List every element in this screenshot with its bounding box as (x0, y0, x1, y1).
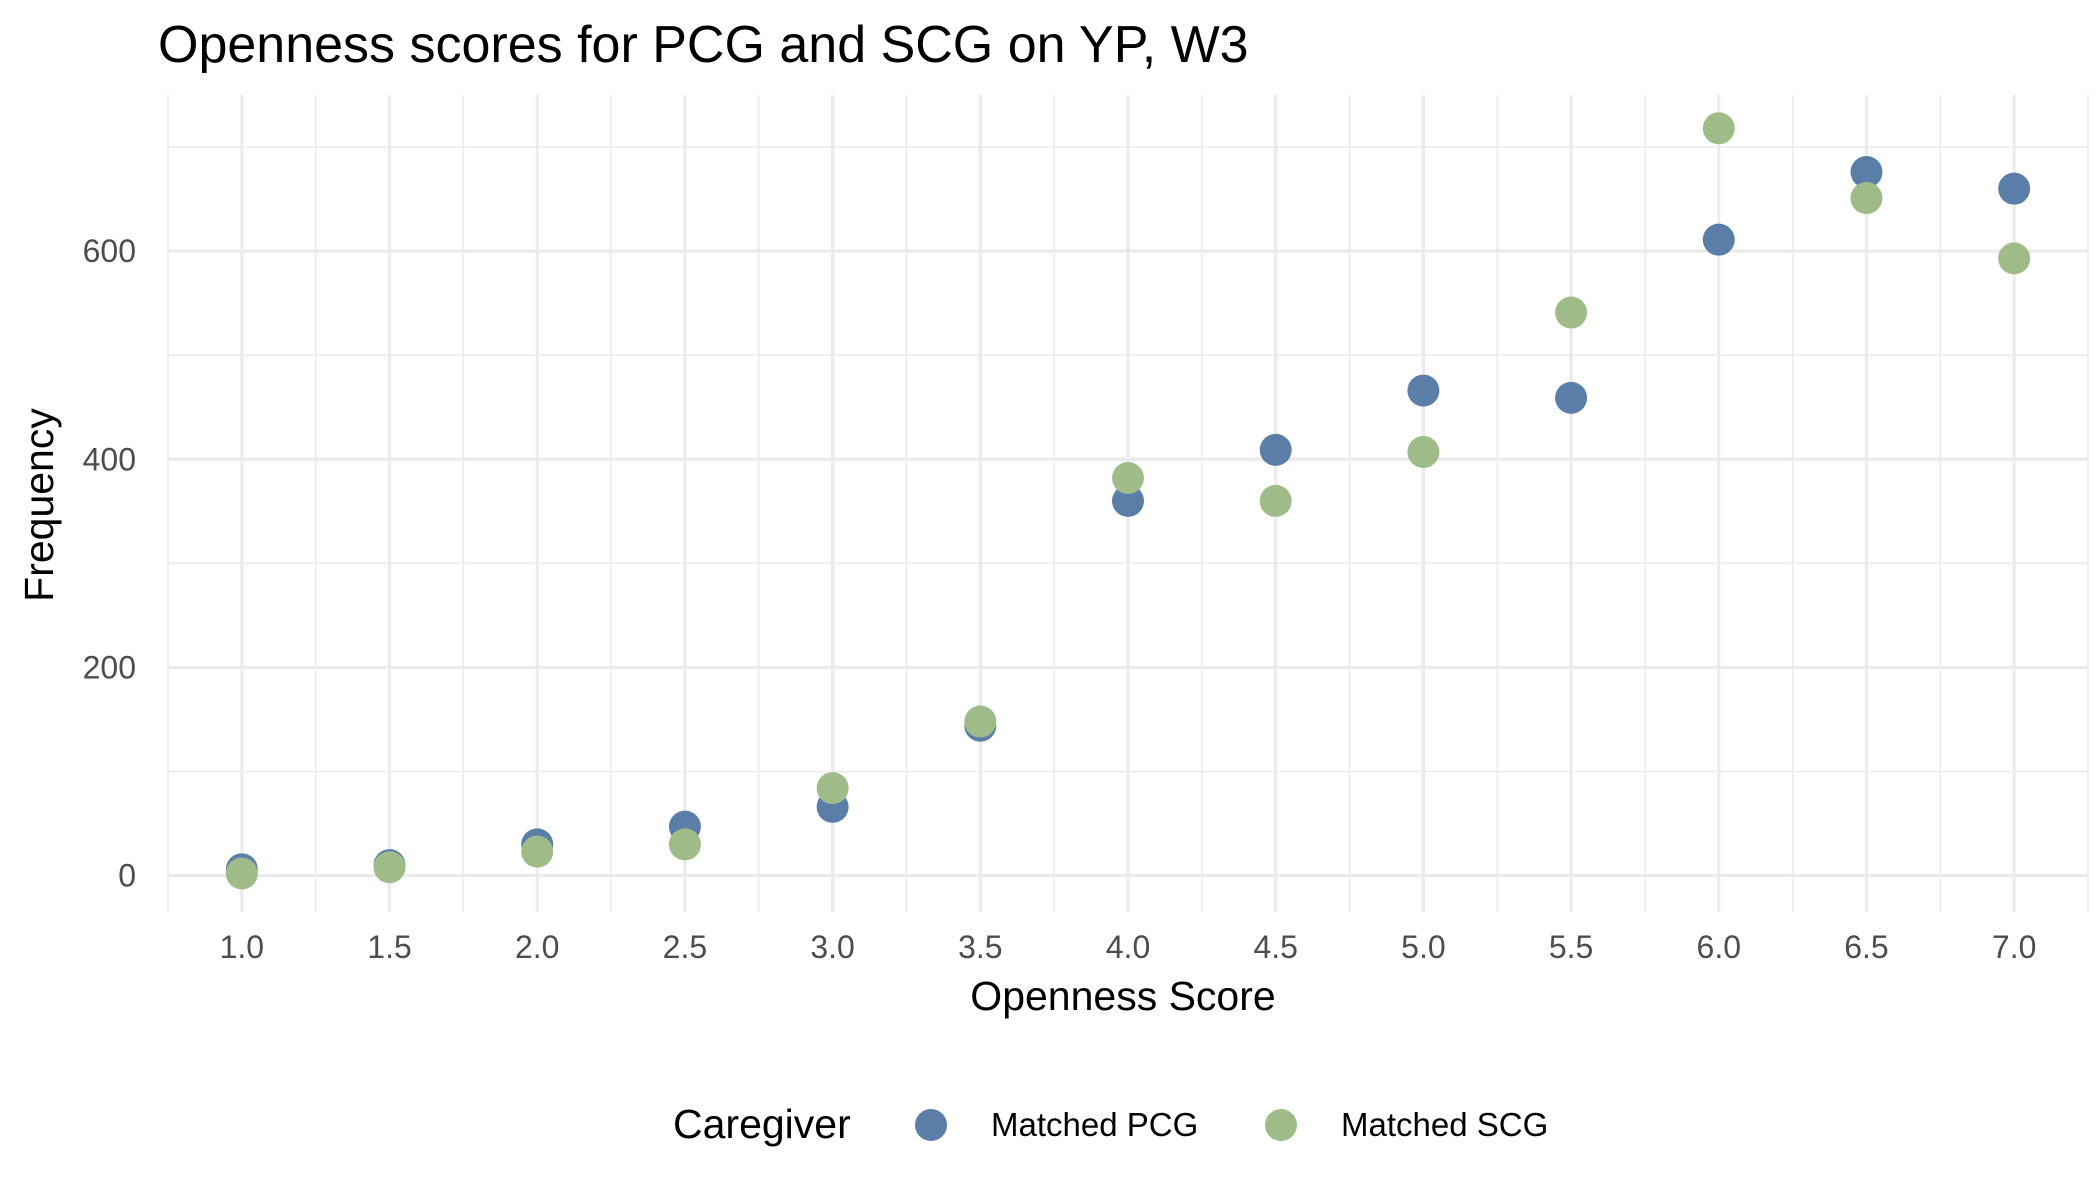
legend-label-matched-pcg: Matched PCG (991, 1106, 1198, 1143)
data-point (964, 705, 997, 738)
x-tick-label: 3.5 (958, 929, 1002, 965)
data-point (1407, 374, 1440, 407)
data-point (1998, 242, 2031, 275)
data-point (1112, 484, 1144, 517)
data-point (1407, 435, 1440, 468)
data-point (1702, 112, 1735, 145)
data-point (1259, 433, 1292, 466)
series-matched-scg (225, 112, 2031, 890)
legend-key-matched-scg (1265, 1109, 1297, 1141)
x-tick-label: 1.5 (367, 929, 411, 965)
x-tick-label: 1.0 (220, 929, 264, 965)
grid-lines (167, 95, 2089, 912)
y-axis-ticks: 0 200 400 600 (83, 233, 136, 893)
y-tick-label: 0 (118, 858, 136, 894)
y-tick-label: 400 (83, 441, 136, 477)
legend-key-matched-pcg (915, 1109, 947, 1141)
x-tick-label: 4.5 (1253, 929, 1297, 965)
y-tick-label: 200 (83, 649, 136, 685)
data-point (668, 828, 701, 861)
data-point (1112, 462, 1144, 495)
data-points (225, 112, 2031, 890)
data-point (1702, 223, 1735, 256)
data-point (1259, 484, 1292, 517)
x-tick-label: 2.0 (515, 929, 559, 965)
x-tick-label: 6.5 (1844, 929, 1888, 965)
chart-title: Openness scores for PCG and SCG on YP, W… (158, 16, 1249, 74)
legend: Caregiver Matched PCG Matched SCG (673, 1101, 1548, 1147)
data-point (521, 835, 554, 868)
x-tick-label: 5.0 (1401, 929, 1445, 965)
y-tick-label: 600 (83, 233, 136, 269)
x-tick-label: 3.0 (810, 929, 854, 965)
x-tick-label: 7.0 (1992, 929, 2036, 965)
legend-label-matched-scg: Matched SCG (1341, 1106, 1548, 1143)
data-point (373, 851, 406, 884)
x-tick-label: 2.5 (663, 929, 707, 965)
data-point (225, 857, 258, 890)
x-tick-label: 4.0 (1106, 929, 1150, 965)
data-point (1555, 381, 1588, 414)
x-tick-label: 5.5 (1549, 929, 1593, 965)
x-tick-label: 6.0 (1697, 929, 1741, 965)
legend-title: Caregiver (673, 1101, 851, 1147)
x-axis-ticks: 1.0 1.5 2.0 2.5 3.0 3.5 4.0 4.5 5.0 5.5 6.0 6.5 7.0 (220, 929, 2037, 965)
data-point (1998, 172, 2031, 205)
data-point (1850, 156, 1883, 189)
data-point (1555, 296, 1588, 329)
x-axis-title: Openness Score (970, 973, 1275, 1019)
data-point (816, 772, 849, 805)
data-point (1850, 182, 1883, 215)
y-axis-title: Frequency (16, 408, 62, 602)
